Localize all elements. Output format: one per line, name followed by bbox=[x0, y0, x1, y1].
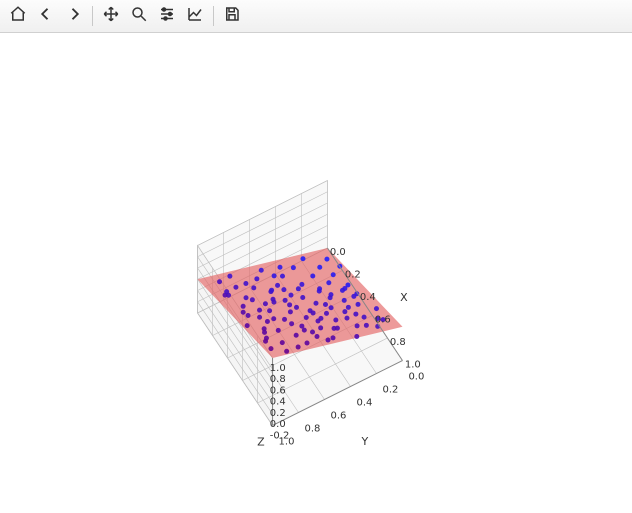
svg-text:0.2: 0.2 bbox=[382, 385, 398, 396]
pan-button[interactable] bbox=[99, 4, 123, 28]
forward-button[interactable] bbox=[62, 4, 86, 28]
configure-button[interactable] bbox=[155, 4, 179, 28]
zoom-button[interactable] bbox=[127, 4, 151, 28]
svg-text:0.0: 0.0 bbox=[408, 372, 424, 383]
home-button[interactable] bbox=[6, 4, 30, 28]
y-axis-label: Y bbox=[361, 435, 369, 448]
svg-text:0.8: 0.8 bbox=[390, 337, 406, 348]
pan-icon bbox=[102, 5, 120, 27]
svg-text:1.0: 1.0 bbox=[270, 363, 286, 374]
svg-text:0.4: 0.4 bbox=[356, 398, 372, 409]
svg-text:0.2: 0.2 bbox=[345, 269, 361, 280]
forward-icon bbox=[65, 5, 83, 27]
svg-text:0.0: 0.0 bbox=[270, 419, 286, 430]
toolbar-separator bbox=[92, 6, 93, 26]
zoom-icon bbox=[130, 5, 148, 27]
3d-plot-svg: 0.00.20.40.60.81.00.00.20.40.60.81.0-0.2… bbox=[0, 33, 632, 513]
svg-text:0.4: 0.4 bbox=[270, 397, 286, 408]
back-icon bbox=[37, 5, 55, 27]
svg-text:0.8: 0.8 bbox=[305, 423, 321, 434]
toolbar-separator bbox=[213, 6, 214, 26]
chart-button[interactable] bbox=[183, 4, 207, 28]
back-button[interactable] bbox=[34, 4, 58, 28]
chart-icon bbox=[186, 5, 204, 27]
configure-icon bbox=[158, 5, 176, 27]
svg-text:0.4: 0.4 bbox=[360, 292, 376, 303]
home-icon bbox=[9, 5, 27, 27]
z-axis-label: Z bbox=[257, 435, 265, 448]
save-icon bbox=[223, 5, 241, 27]
svg-text:0.0: 0.0 bbox=[330, 247, 346, 258]
save-button[interactable] bbox=[220, 4, 244, 28]
svg-text:0.2: 0.2 bbox=[270, 408, 286, 419]
svg-text:-0.2: -0.2 bbox=[270, 430, 290, 441]
svg-text:0.6: 0.6 bbox=[331, 410, 347, 421]
matplotlib-toolbar bbox=[0, 0, 632, 33]
plot-area[interactable]: 0.00.20.40.60.81.00.00.20.40.60.81.0-0.2… bbox=[0, 33, 632, 513]
svg-text:0.6: 0.6 bbox=[375, 314, 391, 325]
x-axis-label: X bbox=[400, 291, 408, 304]
svg-text:0.6: 0.6 bbox=[270, 385, 286, 396]
svg-text:1.0: 1.0 bbox=[405, 359, 421, 370]
svg-text:0.8: 0.8 bbox=[270, 374, 286, 385]
